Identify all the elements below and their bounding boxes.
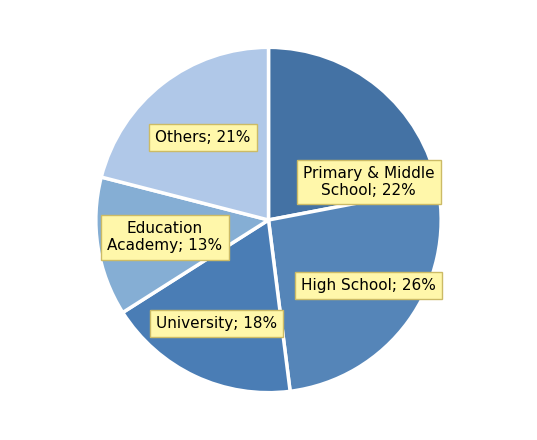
Text: High School; 26%: High School; 26% <box>301 278 436 293</box>
Text: University; 18%: University; 18% <box>156 316 277 331</box>
Wedge shape <box>268 48 438 220</box>
Wedge shape <box>101 48 268 220</box>
Text: Others; 21%: Others; 21% <box>155 130 251 145</box>
Wedge shape <box>96 177 268 312</box>
Text: Primary & Middle
School; 22%: Primary & Middle School; 22% <box>303 166 434 198</box>
Wedge shape <box>123 220 290 392</box>
Wedge shape <box>268 187 441 391</box>
Text: Education
Academy; 13%: Education Academy; 13% <box>107 221 222 253</box>
